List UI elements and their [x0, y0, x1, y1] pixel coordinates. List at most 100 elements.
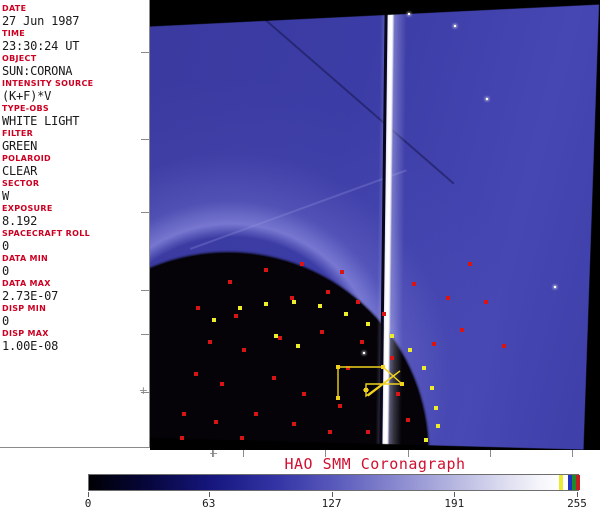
red-point-marker: [382, 312, 386, 316]
metadata-value: (K+F)*V: [2, 89, 52, 103]
yellow-point-marker: [422, 366, 426, 370]
metadata-sidebar: DATE 27 Jun 1987 TIME 23:30:24 UT OBJECT SUN:…: [0, 0, 150, 448]
red-point-marker: [208, 340, 212, 344]
metadata-row: SECTOR W: [2, 179, 149, 203]
metadata-value: 23:30:24 UT: [2, 39, 80, 53]
colorbar-tick: [208, 492, 210, 497]
red-point-marker: [240, 436, 244, 440]
metadata-label: DATA MAX: [2, 279, 51, 288]
bottom-black-wedge: [150, 0, 600, 450]
coronagraph-image: [150, 0, 600, 450]
red-point-marker: [272, 376, 276, 380]
red-point-marker: [180, 436, 184, 440]
metadata-value: 0: [2, 264, 10, 278]
red-point-marker: [278, 336, 282, 340]
metadata-value: WHITE LIGHT: [2, 114, 80, 128]
metadata-row: OBJECT SUN:CORONA: [2, 54, 149, 78]
metadata-label: EXPOSURE: [2, 204, 53, 213]
red-point-marker: [356, 300, 360, 304]
red-point-marker: [264, 268, 268, 272]
metadata-label: FILTER: [2, 129, 34, 138]
axis-cross-marker: +: [209, 447, 219, 460]
metadata-value: 8.192: [2, 214, 38, 228]
metadata-row: DATA MIN 0: [2, 254, 149, 278]
metadata-row: TIME 23:30:24 UT: [2, 29, 149, 53]
bright-point-source: [408, 13, 410, 15]
metadata-value: 2.73E-07: [2, 289, 59, 303]
colorbar-tick-labels: 0 63 127 191 255: [84, 497, 587, 511]
red-point-marker: [502, 344, 506, 348]
red-point-marker: [340, 270, 344, 274]
colorbar-tick-label: 0: [84, 497, 92, 510]
metadata-label: OBJECT: [2, 54, 37, 63]
colorbar[interactable]: [88, 474, 580, 491]
axis-tick: [141, 212, 149, 213]
red-point-marker: [406, 418, 410, 422]
yellow-point-marker: [366, 322, 370, 326]
axis-tick: [212, 450, 213, 457]
yellow-point-marker: [274, 334, 278, 338]
metadata-label: TIME: [2, 29, 26, 38]
metadata-label: DISP MIN: [2, 304, 47, 313]
metadata-row: EXPOSURE 8.192: [2, 204, 149, 228]
axis-tick: [572, 450, 573, 457]
metadata-value: 27 Jun 1987: [2, 14, 80, 28]
axis-tick: [141, 139, 149, 140]
bright-point-source: [486, 98, 488, 100]
red-point-marker: [360, 340, 364, 344]
colorbar-band: [564, 475, 569, 490]
metadata-value: 1.00E-08: [2, 339, 59, 353]
metadata-label: SECTOR: [2, 179, 40, 188]
metadata-row: DISP MAX 1.00E-08: [2, 329, 149, 353]
colorbar-tick: [331, 492, 333, 497]
yellow-point-marker: [408, 348, 412, 352]
axis-tick: [490, 450, 491, 457]
red-point-marker: [292, 422, 296, 426]
colorbar-tick: [88, 492, 89, 497]
red-point-marker: [460, 328, 464, 332]
red-point-marker: [196, 306, 200, 310]
red-point-marker: [468, 262, 472, 266]
colorbar-tick-label: 63: [202, 497, 216, 510]
red-point-marker: [300, 262, 304, 266]
yellow-point-marker: [238, 306, 242, 310]
metadata-row: FILTER GREEN: [2, 129, 149, 153]
red-point-marker: [254, 412, 258, 416]
yellow-point-marker: [318, 304, 322, 308]
metadata-row: TYPE-OBS WHITE LIGHT: [2, 104, 149, 128]
colorbar-band: [568, 475, 573, 490]
red-point-marker: [338, 404, 342, 408]
colorbar-tick: [454, 492, 456, 497]
colorbar-tick-label: 255: [567, 497, 587, 510]
colorbar-tick-label: 191: [444, 497, 465, 510]
red-point-marker: [182, 412, 186, 416]
bright-point-source: [554, 286, 556, 288]
red-point-marker: [234, 314, 238, 318]
metadata-value: 0: [2, 239, 10, 253]
metadata-row: DISP MIN 0: [2, 304, 149, 328]
red-point-marker: [390, 356, 394, 360]
axis-tick: [141, 52, 149, 53]
red-point-marker: [432, 342, 436, 346]
axis-cross-marker: +: [138, 384, 148, 397]
red-point-marker: [346, 366, 350, 370]
yellow-point-marker: [424, 438, 428, 442]
colorbar-ticks: [88, 492, 579, 498]
metadata-label: TYPE-OBS: [2, 104, 49, 113]
axis-tick: [408, 450, 409, 457]
red-point-marker: [326, 290, 330, 294]
yellow-point-marker: [212, 318, 216, 322]
metadata-row: POLAROID CLEAR: [2, 154, 149, 178]
colorbar-band: [572, 475, 577, 490]
axis-tick: [141, 290, 149, 291]
yellow-point-marker: [390, 334, 394, 338]
metadata-value: W: [2, 189, 10, 203]
metadata-label: DATE: [2, 4, 27, 13]
colorbar-tick-label: 127: [321, 497, 342, 510]
bright-point-source: [363, 352, 365, 354]
colorbar-band: [575, 475, 580, 490]
yellow-point-marker: [434, 406, 438, 410]
yellow-point-marker: [436, 424, 440, 428]
metadata-label: DATA MIN: [2, 254, 49, 263]
